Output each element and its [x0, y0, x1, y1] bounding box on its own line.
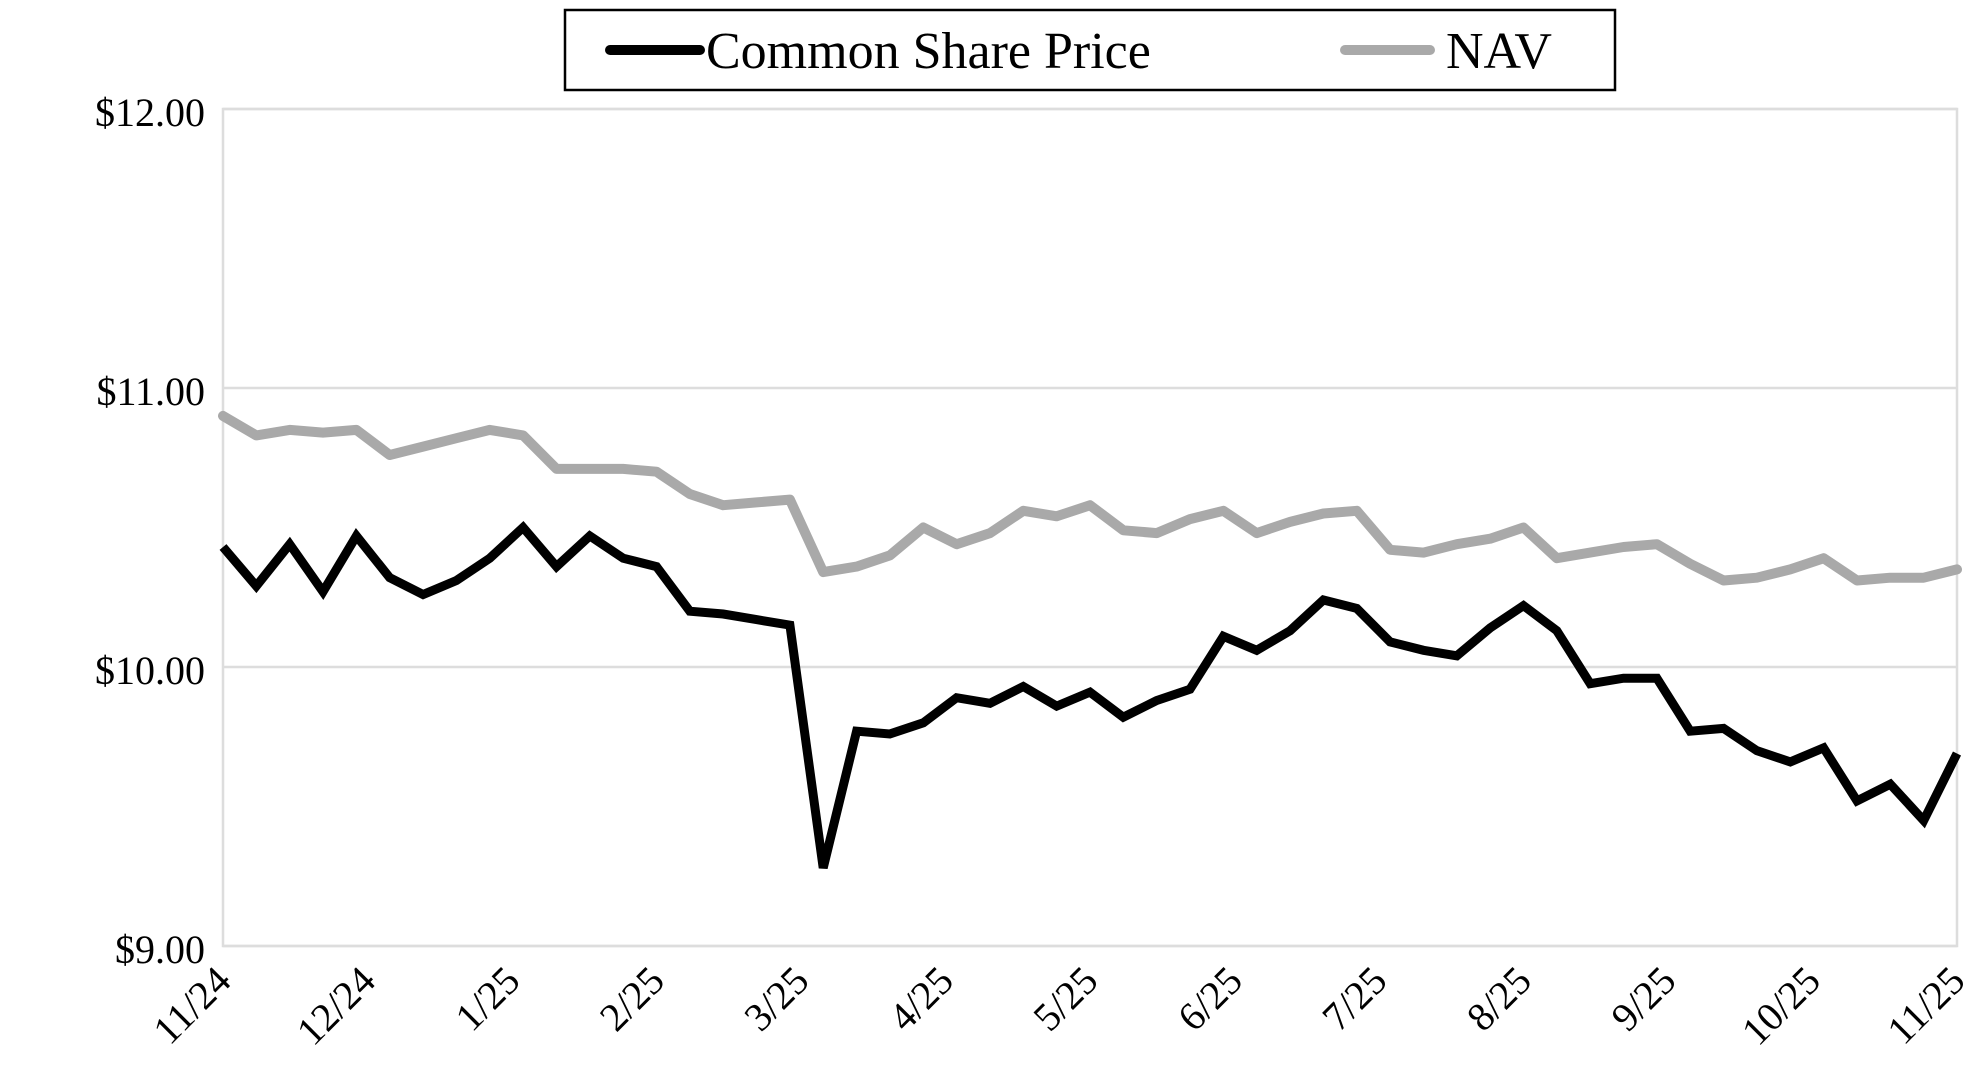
x-tick-label-2-25: 2/25 — [591, 958, 673, 1040]
legend-label-common-share-price: Common Share Price — [706, 23, 1151, 80]
x-tick-label-10-25: 10/25 — [1733, 958, 1829, 1054]
x-axis-labels: 11/24 12/24 1/25 2/25 3/25 4/25 5/25 6/25 7/25 8/… — [144, 958, 1973, 1054]
legend-label-nav: NAV — [1446, 23, 1552, 80]
x-tick-label-4-25: 4/25 — [880, 958, 962, 1040]
x-tick-label-11-25: 11/25 — [1878, 958, 1973, 1053]
series-line-nav — [218, 410, 1962, 586]
x-tick-label-8-25: 8/25 — [1458, 958, 1540, 1040]
legend-box — [563, 8, 1617, 92]
series-line-common-share-price — [219, 521, 1962, 869]
y-tick-label-12: $12.00 — [95, 90, 205, 135]
y-tick-label-11: $11.00 — [96, 369, 205, 414]
y-tick-label-10: $10.00 — [95, 648, 205, 693]
x-tick-label-5-25: 5/25 — [1024, 958, 1106, 1040]
plot-border — [221, 107, 1959, 948]
x-tick-label-9-25: 9/25 — [1602, 958, 1684, 1040]
gridlines — [221, 107, 1959, 948]
y-tick-label-9: $9.00 — [115, 927, 205, 972]
x-tick-label-3-25: 3/25 — [735, 958, 817, 1040]
y-axis-labels: $12.00 $11.00 $10.00 $9.00 — [95, 90, 205, 972]
series-lines — [218, 410, 1962, 869]
legend: Common Share Price NAV — [563, 8, 1617, 92]
x-tick-label-6-25: 6/25 — [1169, 958, 1251, 1040]
x-tick-label-7-25: 7/25 — [1313, 958, 1395, 1040]
x-tick-label-12-24: 12/24 — [288, 958, 384, 1054]
x-tick-label-1-25: 1/25 — [446, 958, 528, 1040]
